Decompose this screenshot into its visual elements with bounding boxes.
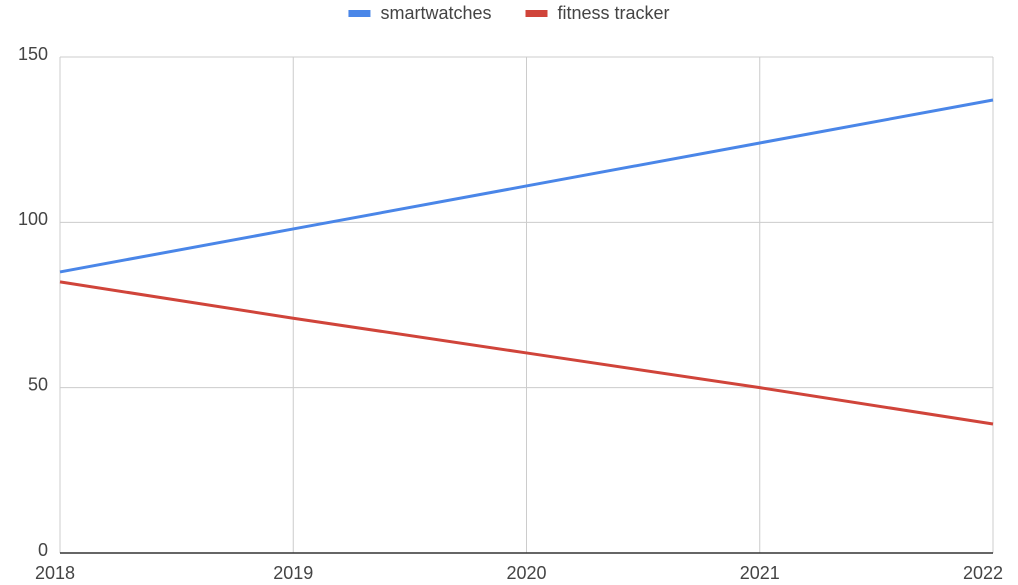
line-series <box>59 280 994 426</box>
x-tick-label: 2022 <box>963 563 1003 583</box>
y-tick-label: 100 <box>18 209 48 229</box>
legend-swatch <box>525 10 548 17</box>
legend-label: fitness tracker <box>558 3 670 23</box>
x-tick-label: 2019 <box>273 563 313 583</box>
legend-swatch <box>348 10 371 17</box>
y-tick-label: 0 <box>38 540 48 560</box>
x-tick-label: 2021 <box>740 563 780 583</box>
legend-label: smartwatches <box>380 3 491 23</box>
line-series <box>59 98 994 274</box>
x-tick-label: 2018 <box>35 563 75 583</box>
y-tick-label: 50 <box>28 374 48 394</box>
x-tick-label: 2020 <box>506 563 546 583</box>
y-tick-label: 150 <box>18 44 48 64</box>
